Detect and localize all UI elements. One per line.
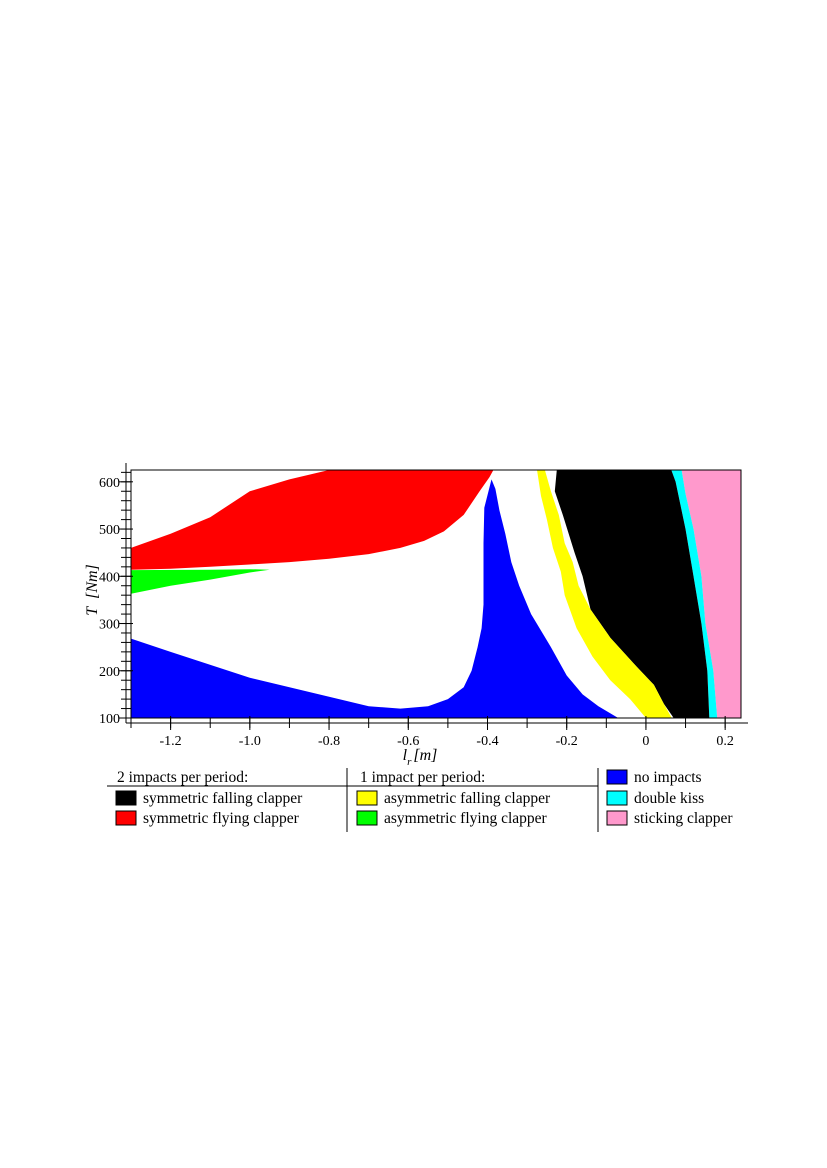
legend-swatch-double-kiss (606, 790, 628, 806)
x-tick-label: 0.2 (716, 734, 734, 749)
region-double-kiss (671, 470, 718, 718)
legend-heading-2-impacts: 2 impacts per period: (117, 769, 248, 786)
y-axis-ticks: 100 200 300 400 500 600 (99, 471, 133, 727)
region-sticking-clapper (681, 470, 741, 718)
legend-swatch-asymmetric-falling (356, 790, 378, 806)
legend-label-no-impacts: no impacts (634, 769, 702, 786)
region-asymmetric-falling-clapper (537, 470, 672, 718)
plot-regions (131, 470, 741, 718)
x-tick-label: -0.6 (397, 734, 419, 749)
x-axis-title: lr [m] (403, 747, 438, 768)
y-tick-label: 300 (99, 618, 120, 633)
plot-frame (130, 469, 742, 719)
region-symmetric-falling-clapper (554, 470, 710, 718)
x-axis-ticks: -1.2 -1.0 -0.8 -0.6 -0.4 -0.2 0 0.2 (130, 716, 734, 749)
region-asymmetric-flying-clapper (131, 569, 270, 594)
legend-swatch-asymmetric-flying (356, 810, 378, 826)
y-axis-symbol: T (84, 606, 101, 616)
y-tick-label: 600 (99, 476, 120, 491)
x-tick-label: -0.8 (318, 734, 340, 749)
x-tick-label: -1.2 (160, 734, 182, 749)
legend-label-asymmetric-falling: asymmetric falling clapper (384, 790, 551, 807)
legend-swatch-no-impacts (606, 769, 628, 785)
legend-label-sticking-clapper: sticking clapper (634, 810, 733, 827)
legend-label-double-kiss: double kiss (634, 790, 704, 807)
legend-heading-1-impact: 1 impact per period: (360, 769, 485, 786)
legend-swatch-sticking-clapper (606, 810, 628, 826)
legend-label-asymmetric-flying: asymmetric flying clapper (384, 810, 548, 827)
y-axis-title: T [Nm] (84, 564, 101, 616)
region-no-impacts (131, 479, 619, 718)
y-tick-label: 100 (99, 712, 120, 727)
y-tick-label: 200 (99, 665, 120, 680)
x-axis-symbol: l (403, 747, 408, 764)
x-tick-label: -0.2 (556, 734, 578, 749)
x-tick-label: -0.4 (476, 734, 498, 749)
x-axis-unit: [m] (413, 747, 437, 764)
legend-label-symmetric-flying: symmetric flying clapper (143, 810, 300, 827)
x-axis-subscript: r (407, 756, 412, 768)
legend-swatch-symmetric-falling (115, 790, 137, 806)
x-tick-label: 0 (642, 734, 649, 749)
legend-label-symmetric-falling: symmetric falling clapper (143, 790, 303, 807)
x-tick-label: -1.0 (239, 734, 261, 749)
region-symmetric-flying-clapper (131, 470, 494, 570)
y-axis-unit: [Nm] (84, 564, 101, 599)
y-tick-label: 400 (99, 570, 120, 585)
legend: 2 impacts per period: symmetric falling … (107, 768, 733, 832)
y-tick-label: 500 (99, 523, 120, 538)
legend-swatch-symmetric-flying (115, 810, 137, 826)
